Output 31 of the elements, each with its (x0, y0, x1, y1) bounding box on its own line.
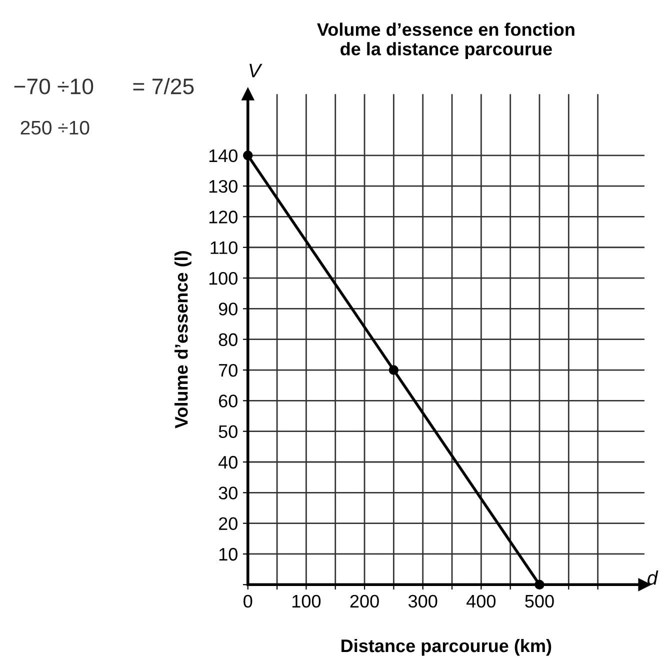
x-tick-label: 0 (244, 594, 252, 608)
text: d (648, 570, 658, 585)
y-tick-label: 110 (210, 241, 238, 254)
x-tick-label: 400 (466, 594, 496, 608)
point (534, 580, 544, 590)
point (388, 365, 399, 375)
y-tick-label: 130 (209, 180, 238, 193)
y-tick-label: 30 (218, 486, 238, 500)
text: = 7/25 (133, 78, 194, 94)
point (243, 150, 253, 160)
y-tick-label: 90 (218, 302, 238, 316)
y-axis-title: Volume d’essence (l) (174, 251, 192, 428)
text: −70 ÷10 (14, 78, 94, 94)
y-tick-label: 60 (218, 394, 238, 408)
text: 250 ÷10 (20, 120, 90, 135)
y-tick-label: 20 (218, 517, 238, 530)
x-tick-label: 200 (350, 594, 379, 608)
x-axis-title: Distance parcourue (km) (342, 638, 552, 656)
x-tick-label: 500 (525, 594, 554, 608)
y-tick-label: 70 (218, 364, 238, 377)
y-tick-label: 80 (218, 333, 238, 346)
y-tick-label: 100 (209, 272, 238, 285)
y-tick-label: 50 (218, 425, 238, 438)
text: V (250, 64, 262, 78)
y-tick-label: 140 (209, 149, 238, 162)
x-tick-label: 300 (408, 594, 438, 608)
x-tick-label: 100 (292, 594, 321, 608)
y-tick-label: 120 (209, 210, 238, 224)
y-tick-label: 40 (218, 456, 238, 469)
chart-title: Volume d’essence en fonction de la distance parcourue (317, 22, 574, 59)
y-tick-label: 10 (219, 548, 238, 561)
